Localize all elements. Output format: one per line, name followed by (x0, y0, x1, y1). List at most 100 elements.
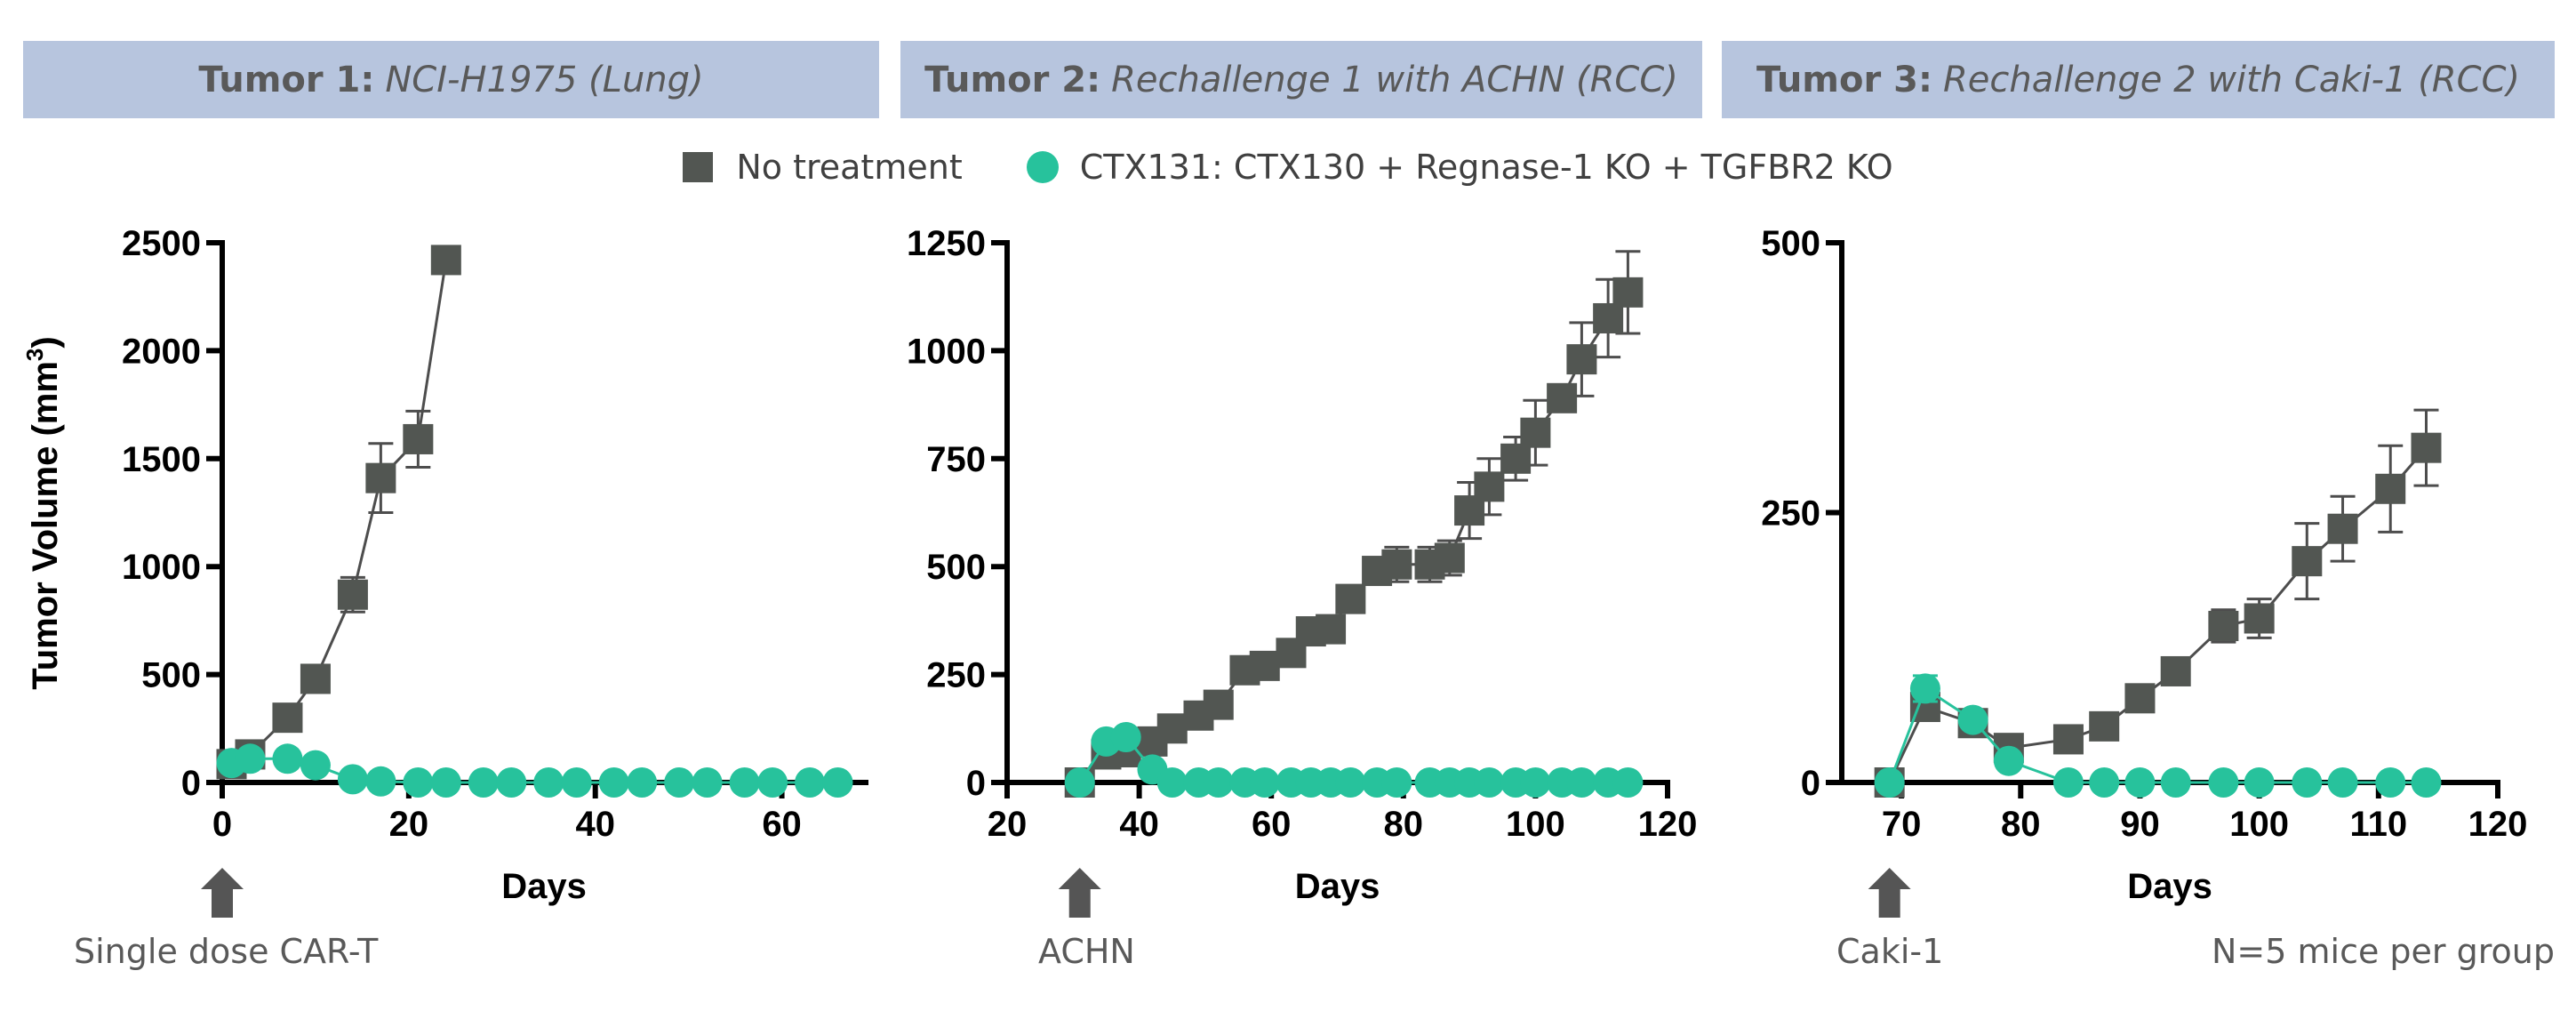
data-point-square (2375, 473, 2406, 504)
x-tick-label: 60 (1252, 805, 1292, 844)
data-point-circle (1909, 673, 1940, 704)
header-bold: Tumor 1: (198, 59, 375, 100)
y-tick-label: 1000 (122, 548, 201, 587)
data-point-square (1249, 650, 1280, 681)
data-point-square (365, 462, 396, 493)
data-point-square (2411, 432, 2442, 463)
data-point-circle (729, 767, 760, 798)
x-tick-label: 120 (2468, 805, 2528, 844)
data-point-square (1500, 443, 1532, 474)
data-point-square (2089, 710, 2120, 742)
y-tick-label: 1250 (907, 224, 986, 263)
data-point-circle (1957, 704, 1988, 735)
x-tick-label: 100 (1506, 805, 1565, 844)
header-italic: Rechallenge 2 with Caki-1 (RCC) (1942, 59, 2521, 100)
data-point-circle (2375, 767, 2406, 798)
data-point-square (1316, 614, 1347, 645)
y-tick-label: 500 (1761, 224, 1820, 263)
data-point-circle (2160, 767, 2191, 798)
x-axis-label: Days (501, 867, 587, 906)
data-point-square (300, 663, 331, 694)
series-ctx131 (1874, 673, 2442, 798)
data-point-square (1156, 713, 1188, 744)
data-point-square (272, 702, 303, 734)
data-point-circle (822, 767, 853, 798)
data-point-circle (1249, 767, 1280, 798)
data-point-square (2292, 546, 2323, 577)
data-point-circle (2052, 767, 2084, 798)
up-arrow-icon (201, 868, 244, 918)
group-size-note: N=5 mice per group (2211, 932, 2555, 971)
panel-header-3: Tumor 3: Rechallenge 2 with Caki-1 (RCC) (1722, 41, 2555, 118)
up-arrow-icon (1058, 868, 1101, 918)
data-point-square (1547, 382, 1578, 413)
data-point-square (1381, 549, 1412, 580)
data-point-circle (300, 750, 331, 781)
arrow-label-achn: ACHN (1038, 932, 1135, 971)
data-point-circle (795, 767, 826, 798)
plot-panel-3: 0 250 500 70 80 90 100 110 120 Days (1761, 224, 2527, 918)
data-point-square (2052, 724, 2084, 755)
data-point-circle (2124, 767, 2156, 798)
data-point-circle (1203, 767, 1234, 798)
data-point-circle (403, 767, 434, 798)
plot-panel-2: 0 250 500 750 1000 1250 20 40 60 80 100 120 Days (907, 224, 1697, 918)
legend-item-no-treatment: No treatment (683, 148, 963, 187)
data-point-circle (2244, 767, 2275, 798)
series-no-treatment (1874, 408, 2442, 798)
series-line (230, 260, 448, 766)
y-tick-label: 0 (966, 764, 986, 803)
x-axis-label: Days (2127, 867, 2212, 906)
x-tick-label: 20 (389, 805, 429, 844)
y-axis-label: Tumor Volume (mm3) (21, 336, 65, 689)
data-point-circle (1064, 767, 1095, 798)
data-point-square (2327, 513, 2358, 544)
x-tick-label: 110 (2350, 805, 2408, 844)
data-point-circle (365, 766, 396, 797)
x-tick-label: 40 (1119, 805, 1159, 844)
header-italic: NCI-H1975 (Lung) (385, 59, 704, 100)
data-point-square (1335, 583, 1366, 614)
data-point-square (430, 245, 461, 276)
series-ctx131 (1064, 722, 1644, 798)
x-tick-label: 80 (2001, 805, 2041, 844)
data-point-circle (2411, 767, 2442, 798)
data-point-circle (272, 743, 303, 774)
x-tick-label: 20 (988, 805, 1028, 844)
data-point-square (1593, 302, 1624, 333)
y-tick-label: 0 (1801, 764, 1820, 803)
data-point-circle (2292, 767, 2323, 798)
panel-header-1: Tumor 1: NCI-H1975 (Lung) (23, 41, 879, 118)
x-tick-label: 120 (1638, 805, 1698, 844)
y-tick-label: 500 (926, 548, 986, 587)
series-no-treatment (1064, 250, 1644, 798)
up-arrow-icon (1868, 868, 1911, 918)
data-point-square (2124, 683, 2156, 714)
data-point-circle (1874, 767, 1905, 798)
data-point-circle (337, 764, 368, 795)
data-point-circle (496, 767, 527, 798)
x-tick-label: 0 (212, 805, 232, 844)
x-tick-label: 40 (575, 805, 615, 844)
legend-label: No treatment (736, 148, 963, 187)
data-point-square (337, 579, 368, 610)
data-point-circle (235, 743, 266, 774)
arrow-label-car-t: Single dose CAR-T (74, 932, 379, 971)
data-point-circle (1474, 767, 1505, 798)
data-point-circle (430, 767, 461, 798)
y-tick-label: 250 (1761, 494, 1820, 534)
y-tick-label: 1500 (122, 440, 201, 479)
data-point-square (1566, 344, 1597, 375)
x-tick-label: 100 (2229, 805, 2289, 844)
x-tick-label: 90 (2120, 805, 2160, 844)
legend: No treatment CTX131: CTX130 + Regnase-1 … (0, 148, 2576, 187)
data-point-square (403, 423, 434, 454)
x-tick-label: 60 (762, 805, 802, 844)
data-point-circle (757, 767, 788, 798)
arrow-label-caki: Caki-1 (1836, 932, 1944, 971)
data-point-square (2244, 603, 2275, 634)
data-point-circle (1110, 722, 1141, 753)
x-axis-label: Days (1295, 867, 1380, 906)
y-tick-label: 2500 (122, 224, 201, 263)
y-tick-label: 1000 (907, 332, 986, 371)
